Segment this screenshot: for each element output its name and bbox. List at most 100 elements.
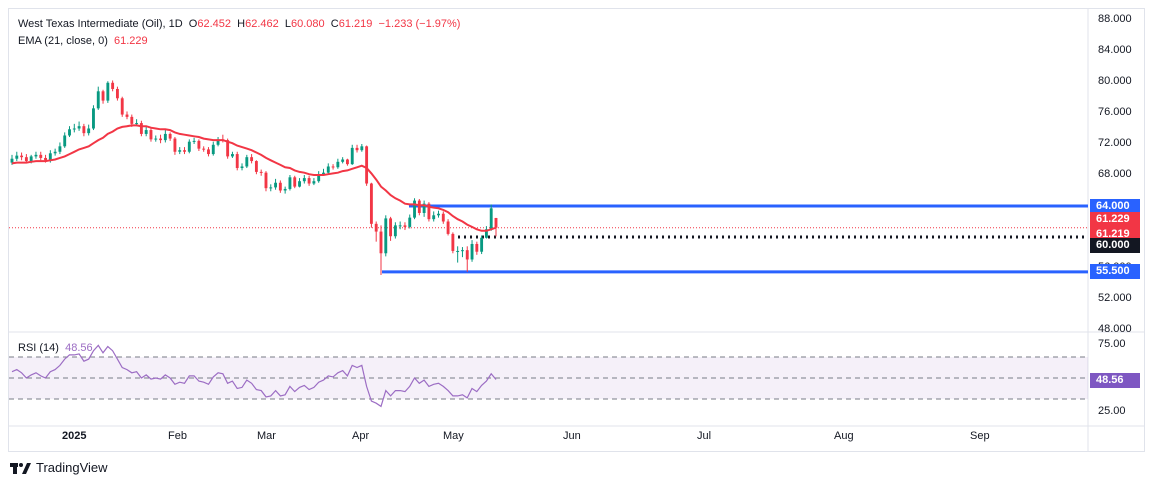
price-axis-label: 84.000 bbox=[1098, 44, 1132, 56]
open-value: 62.452 bbox=[197, 18, 231, 30]
price-tag: 64.000 bbox=[1090, 198, 1140, 214]
price-axis-label: 52.000 bbox=[1098, 292, 1132, 304]
rsi-value-tag: 48.56 bbox=[1090, 373, 1140, 388]
rsi-line bbox=[11, 344, 497, 408]
candle-body bbox=[432, 215, 436, 220]
candle-body bbox=[72, 128, 76, 130]
candle-body bbox=[393, 225, 397, 237]
candle-body bbox=[53, 151, 57, 154]
candle-body bbox=[58, 146, 62, 152]
candle-body bbox=[149, 130, 153, 140]
ema-label[interactable]: EMA (21, close, 0) bbox=[18, 35, 108, 47]
candle-body bbox=[427, 203, 431, 220]
symbol-title[interactable]: West Texas Intermediate (Oil), 1D bbox=[18, 18, 183, 30]
candle-body bbox=[159, 138, 162, 141]
candle-body bbox=[39, 154, 43, 158]
tradingview-wordmark: TradingView bbox=[36, 460, 108, 475]
candle-body bbox=[307, 178, 311, 184]
candle-body bbox=[288, 177, 292, 189]
candle-body bbox=[144, 130, 148, 134]
candle-body bbox=[20, 155, 24, 158]
candle-body bbox=[130, 116, 134, 124]
open-label: O bbox=[188, 18, 198, 30]
rsi-value: 48.56 bbox=[65, 342, 93, 354]
candle-body bbox=[254, 161, 258, 172]
close-value: 61.219 bbox=[338, 18, 373, 30]
candle-body bbox=[437, 213, 440, 216]
close-label: C bbox=[330, 18, 339, 30]
candle-body bbox=[384, 218, 388, 254]
low-value: 60.080 bbox=[290, 18, 325, 30]
candle-body bbox=[298, 181, 301, 187]
candle-body bbox=[154, 138, 158, 140]
legend-rsi-row: RSI (14) 48.56 bbox=[18, 342, 93, 354]
candle-body bbox=[408, 217, 412, 227]
time-axis-label: Jul bbox=[697, 430, 712, 442]
tradingview-logo[interactable]: TradingView bbox=[10, 460, 108, 475]
rsi-axis-75: 75.00 bbox=[1098, 338, 1126, 350]
price-axis-label: 88.000 bbox=[1098, 13, 1132, 25]
candle-body bbox=[240, 166, 244, 169]
candle-body bbox=[484, 229, 488, 238]
candle-body bbox=[274, 182, 278, 188]
candle-body bbox=[10, 158, 14, 163]
candle-body bbox=[451, 233, 455, 251]
candle-body bbox=[96, 91, 100, 109]
candle-body bbox=[331, 166, 335, 168]
candle-body bbox=[226, 140, 230, 157]
candle-body bbox=[441, 213, 445, 222]
candle-body bbox=[398, 225, 402, 227]
chart-frame bbox=[8, 8, 1145, 452]
candle-body bbox=[269, 187, 273, 189]
candle-body bbox=[322, 172, 325, 175]
candle-body bbox=[48, 153, 52, 161]
price-axis-label: 76.000 bbox=[1098, 106, 1132, 118]
price-tag: 55.500 bbox=[1090, 264, 1140, 280]
candle-body bbox=[417, 200, 421, 213]
candle-body bbox=[360, 146, 364, 151]
candle-body bbox=[216, 139, 220, 145]
candle-body bbox=[44, 157, 47, 161]
rsi-label[interactable]: RSI (14) bbox=[18, 342, 59, 354]
candle-body bbox=[135, 123, 139, 125]
candle-body bbox=[374, 223, 378, 232]
candle-body bbox=[106, 82, 110, 101]
candle-body bbox=[139, 123, 143, 134]
candle-body bbox=[202, 148, 206, 150]
candle-body bbox=[163, 133, 167, 141]
candle-body bbox=[470, 243, 474, 260]
candle-body bbox=[346, 159, 349, 165]
candle-body bbox=[24, 157, 28, 162]
ema-line bbox=[11, 124, 497, 232]
candle-body bbox=[312, 181, 316, 184]
price-axis-label: 48.000 bbox=[1098, 323, 1132, 335]
time-axis-label: Mar bbox=[257, 430, 276, 442]
candle-body bbox=[197, 140, 201, 149]
candle-body bbox=[87, 128, 91, 134]
candle-body bbox=[250, 157, 254, 162]
legend-ema-row: EMA (21, close, 0) 61.229 bbox=[18, 35, 148, 47]
candle-body bbox=[475, 243, 479, 252]
candle-body bbox=[77, 126, 81, 129]
candle-body bbox=[365, 146, 369, 184]
candle-body bbox=[92, 108, 95, 129]
candle-body bbox=[302, 178, 306, 182]
candle-body bbox=[278, 182, 282, 191]
candle-body bbox=[336, 161, 340, 168]
candle-body bbox=[355, 147, 359, 151]
legend-symbol-row: West Texas Intermediate (Oil), 1D O62.45… bbox=[18, 18, 460, 30]
price-axis-label: 80.000 bbox=[1098, 75, 1132, 87]
candle-body bbox=[461, 250, 464, 252]
candle-body bbox=[350, 147, 354, 165]
candle-body bbox=[82, 126, 86, 134]
candle-body bbox=[259, 171, 263, 173]
candle-body bbox=[403, 225, 407, 227]
high-label: H bbox=[237, 18, 246, 30]
candle-body bbox=[379, 231, 383, 254]
candle-body bbox=[207, 149, 210, 155]
candle-body bbox=[187, 141, 191, 152]
candle-body bbox=[283, 188, 287, 191]
candle-body bbox=[494, 217, 498, 228]
time-axis-label: Apr bbox=[352, 430, 370, 442]
